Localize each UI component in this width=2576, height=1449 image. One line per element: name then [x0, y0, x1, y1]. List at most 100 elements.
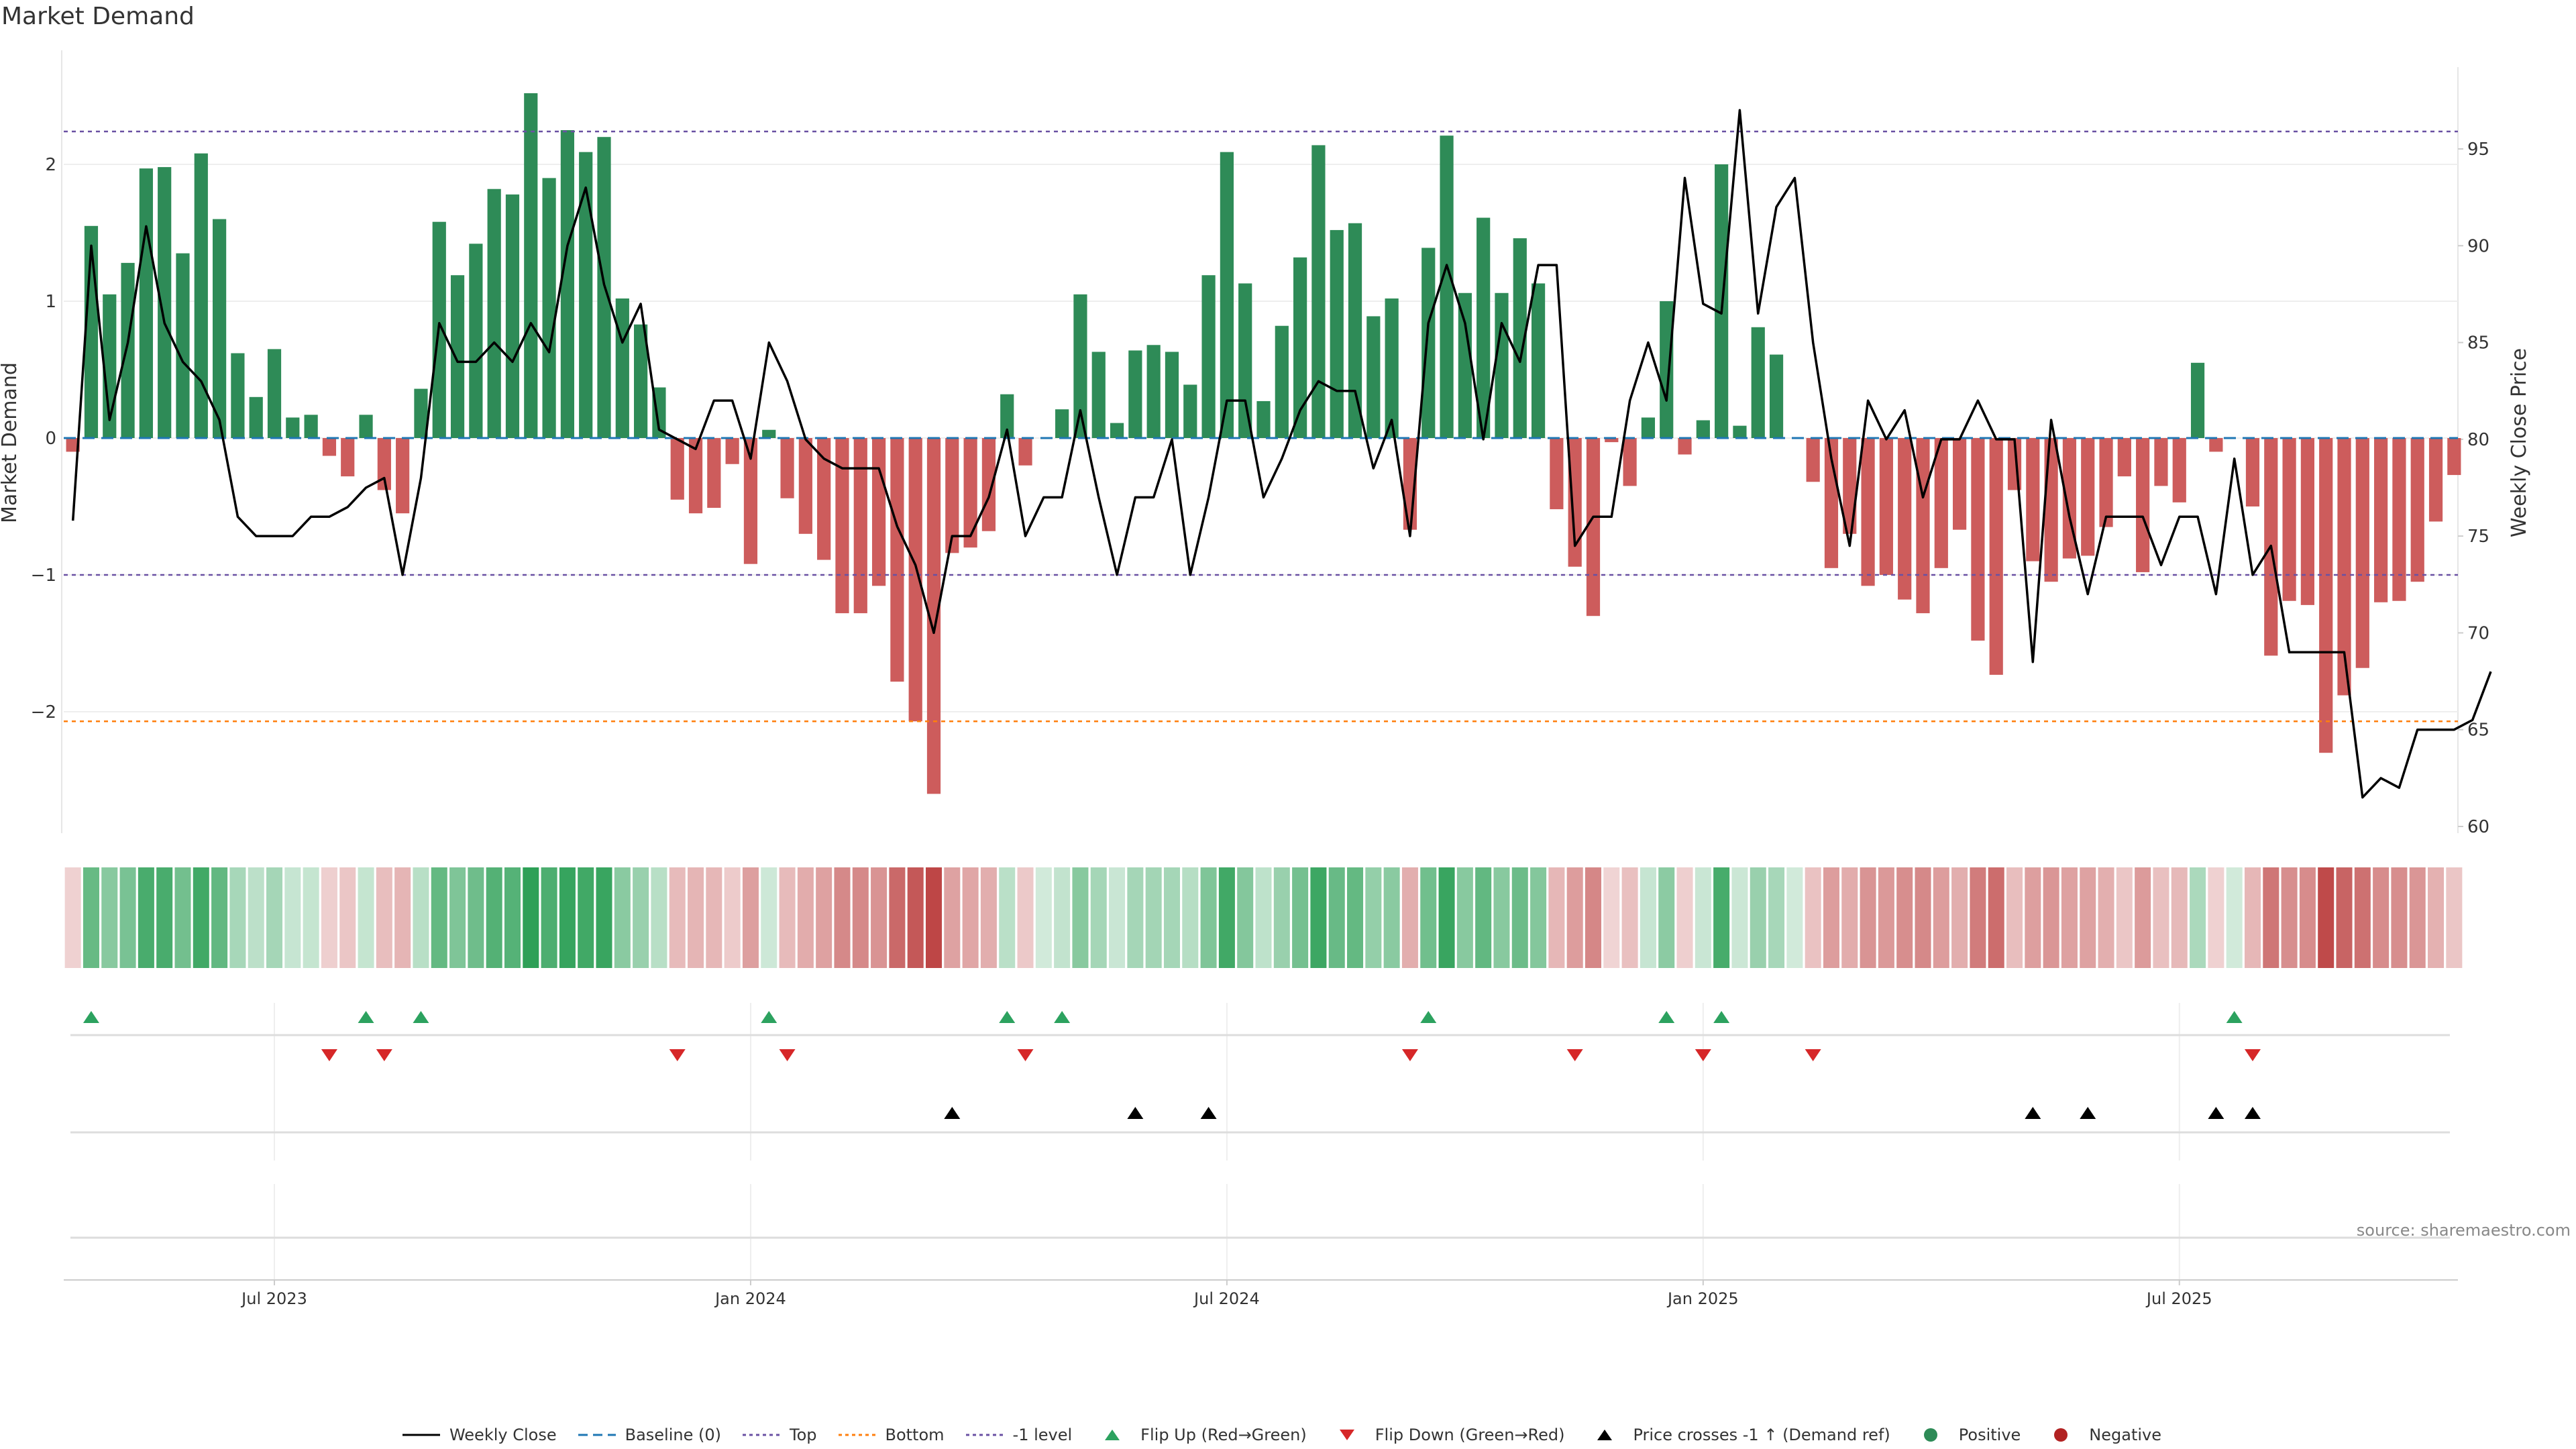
legend-swatch-mark [2054, 1428, 2068, 1442]
heat-cell [1750, 867, 1766, 968]
heat-cell [633, 867, 649, 968]
demand-bar [688, 438, 703, 514]
legend-swatch [1923, 1428, 1937, 1442]
price-cross-marker [2080, 1107, 2096, 1119]
chart-legend: Weekly Close Baseline (0) Top Bottom -1 leve… [0, 1426, 2576, 1444]
flip-up-marker [999, 1011, 1016, 1023]
demand-bar [542, 178, 556, 438]
demand-bar [1018, 438, 1032, 466]
heat-cell [1786, 867, 1803, 968]
heat-cell [2318, 867, 2334, 968]
legend-label: Positive [1958, 1426, 2021, 1444]
heat-cell [2336, 867, 2353, 968]
demand-bar [670, 438, 684, 500]
legend-item-baseline: Baseline (0) [577, 1426, 721, 1444]
heat-cell [1109, 867, 1126, 968]
demand-bar [1458, 292, 1472, 438]
heat-cell [907, 867, 924, 968]
y-tick-label: 1 [45, 292, 56, 312]
flip-down-marker [1566, 1049, 1583, 1061]
demand-bar [817, 438, 831, 560]
demand-bar [2154, 438, 2168, 486]
demand-bar [194, 153, 208, 438]
heat-cell [1218, 867, 1235, 968]
demand-bar [780, 438, 794, 498]
y2-tick-label: 75 [2467, 527, 2489, 547]
heat-cell [1035, 867, 1052, 968]
heat-cell [1328, 867, 1345, 968]
heat-cell [980, 867, 997, 968]
demand-bar [1879, 438, 1893, 575]
heat-cell [1640, 867, 1656, 968]
flip-up-marker [1054, 1011, 1071, 1023]
heat-cell [2080, 867, 2096, 968]
heat-cell [1145, 867, 1162, 968]
demand-bar [1550, 438, 1564, 510]
demand-bar [1898, 438, 1912, 600]
heat-cell [83, 867, 99, 968]
heat-cell [284, 867, 301, 968]
heat-cell [1054, 867, 1071, 968]
demand-bar [2190, 362, 2205, 438]
heat-cell [688, 867, 704, 968]
demand-bar [1275, 325, 1289, 438]
heat-cell [1915, 867, 1931, 968]
demand-bar [926, 438, 941, 794]
demand-bar [634, 324, 648, 438]
demand-bar [1055, 409, 1069, 438]
demand-bar [139, 168, 153, 438]
source-label: source: sharemaestro.com [2356, 1221, 2571, 1240]
heat-cell [1072, 867, 1089, 968]
heat-cell [2409, 867, 2426, 968]
demand-bar [249, 396, 263, 438]
heat-cell [1566, 867, 1583, 968]
y2-tick-label: 95 [2467, 140, 2489, 160]
demand-bar [1146, 345, 1161, 438]
flip-down-marker [1017, 1049, 1034, 1061]
heat-cell [614, 867, 631, 968]
legend-swatch [2054, 1428, 2068, 1442]
legend-swatch [1339, 1430, 1354, 1440]
heat-cell [1438, 867, 1455, 968]
heat-cell [1896, 867, 1913, 968]
demand-bar [2300, 438, 2315, 605]
demand-bar [1568, 438, 1582, 567]
demand-bar [359, 415, 373, 438]
legend-item-positive: Positive [1911, 1426, 2021, 1444]
heat-cell [944, 867, 961, 968]
demand-bar [2282, 438, 2296, 601]
demand-bar [2355, 438, 2369, 668]
legend-label: Flip Up (Red→Green) [1140, 1426, 1307, 1444]
demand-bar [579, 152, 593, 438]
heat-cell [925, 867, 943, 968]
demand-bar [1128, 350, 1142, 438]
heat-cell [1878, 867, 1894, 968]
flip-up-marker [2226, 1011, 2243, 1023]
demand-bar [1220, 152, 1234, 438]
flip-up-marker [1713, 1011, 1730, 1023]
demand-bar [66, 438, 80, 452]
heat-cell [211, 867, 228, 968]
demand-bar [2026, 438, 2040, 561]
demand-bar [1586, 438, 1601, 616]
heat-cell [2025, 867, 2041, 968]
demand-bar [1623, 438, 1637, 486]
legend-swatch [1597, 1430, 1613, 1440]
heat-cell [669, 867, 686, 968]
demand-bar [1806, 438, 1820, 482]
legend-item-flip_up: Flip Up (Red→Green) [1092, 1426, 1307, 1444]
y-tick-label: −1 [31, 566, 56, 586]
demand-bar [505, 194, 520, 438]
legend-label: Negative [2089, 1426, 2162, 1444]
heat-cell [1182, 867, 1199, 968]
demand-bar [2410, 438, 2424, 582]
demand-bar [231, 353, 245, 438]
demand-bar [414, 388, 428, 438]
demand-bar [1293, 257, 1307, 438]
heat-cell [724, 867, 741, 968]
heat-cell [1933, 867, 1949, 968]
heat-cell [541, 867, 557, 968]
demand-bar [212, 219, 227, 438]
demand-bar [1330, 229, 1344, 438]
demand-bar [2209, 438, 2223, 452]
